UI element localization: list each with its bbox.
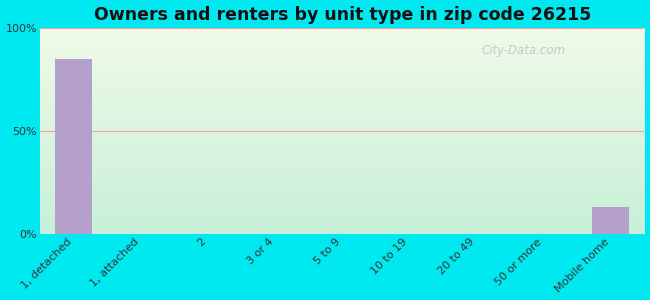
Text: City-Data.com: City-Data.com <box>481 44 566 57</box>
Bar <box>55 59 92 234</box>
Title: Owners and renters by unit type in zip code 26215: Owners and renters by unit type in zip c… <box>94 6 591 24</box>
Bar <box>592 207 629 234</box>
